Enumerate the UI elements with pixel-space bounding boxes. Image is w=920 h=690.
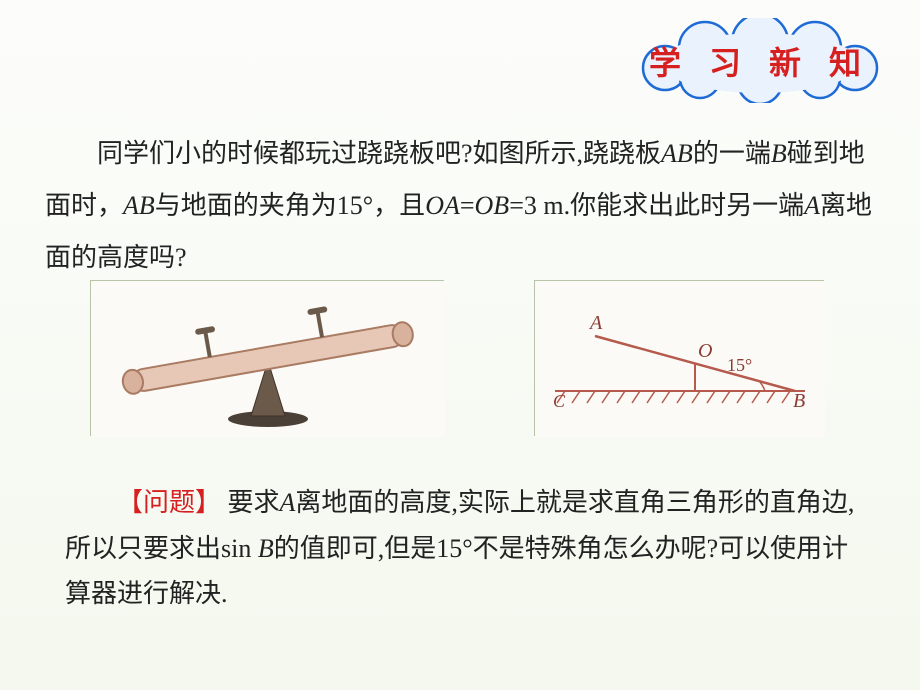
p1-oa: OA [425, 191, 460, 220]
p1-ab2: AB [123, 191, 155, 220]
diagram-label-C: C [553, 391, 566, 411]
p1-ob: OB [475, 191, 510, 220]
q-t1: 要求 [221, 488, 280, 517]
p1-b-letter: B [771, 139, 787, 168]
diagram-image: A O B C 15° [534, 280, 824, 436]
p1-e: =3 m.你能求出此时另一端 [509, 191, 804, 220]
badge-text: 学 习 新 知 [630, 38, 890, 84]
p1-d: 与地面的夹角为15°，且 [155, 191, 425, 220]
seesaw-svg [91, 281, 445, 437]
p1-eq1: = [460, 191, 475, 220]
diagram-label-A: A [588, 312, 603, 334]
diagram-svg: A O B C 15° [535, 281, 825, 437]
p1-ab: AB [661, 139, 693, 168]
diagram-label-O: O [698, 340, 712, 362]
q-A: A [280, 488, 296, 517]
seesaw-image [90, 280, 444, 436]
p1-a: 同学们小的时候都玩过跷跷板吧?如图所示,跷跷板 [97, 139, 661, 168]
question-label: 【问题】 [117, 488, 221, 517]
badge: 学 习 新 知 [630, 18, 890, 103]
p1-b: 的一端 [693, 139, 771, 168]
image-row: A O B C 15° [90, 280, 824, 436]
diagram-label-B: B [793, 390, 805, 412]
p1-a-letter: A [804, 191, 820, 220]
diagram-angle: 15° [727, 355, 752, 375]
intro-paragraph: 同学们小的时候都玩过跷跷板吧?如图所示,跷跷板AB的一端B碰到地面时，AB与地面… [45, 128, 875, 284]
q-B: B [258, 534, 274, 563]
question-paragraph: 【问题】 要求A离地面的高度,实际上就是求直角三角形的直角边,所以只要求出sin… [65, 480, 855, 617]
